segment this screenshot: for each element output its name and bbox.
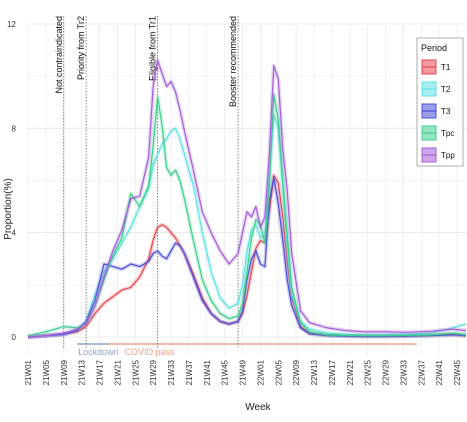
event-lines: Not contraindicated Priority from Tr2 Elig… <box>54 16 239 349</box>
x-tick-label: 22W45 <box>453 359 462 385</box>
event-line-label: Eligible from Tr1 <box>148 16 158 81</box>
x-tick-label: 22W17 <box>328 359 337 385</box>
series-line <box>27 59 467 338</box>
y-axis-label: Proportion(%) <box>3 178 14 240</box>
series-line <box>27 93 467 337</box>
period-bars: Lockdown COVID pass <box>77 343 417 357</box>
series-line <box>27 177 467 338</box>
x-tick-label: 21W41 <box>203 359 212 385</box>
event-line-label: Booster recommended <box>228 16 238 107</box>
period-label: COVID pass <box>124 347 175 357</box>
legend-label: T1 <box>441 63 451 72</box>
y-tick-label: 0 <box>12 333 17 342</box>
legend-label: Tpp <box>441 151 455 160</box>
x-tick-label: 22W33 <box>399 359 408 385</box>
x-tick-label: 21W05 <box>42 359 51 385</box>
x-tick-label: 21W45 <box>221 359 230 385</box>
x-tick-label: 21W37 <box>185 359 194 385</box>
y-tick-label: 4 <box>12 229 17 238</box>
event-line-label: Priority from Tr2 <box>76 16 86 80</box>
y-tick-label: 12 <box>7 20 16 29</box>
x-tick-label: 21W09 <box>60 359 69 385</box>
legend-label: T2 <box>441 85 451 94</box>
x-tick-label: 21W33 <box>167 359 176 385</box>
x-tick-label: 22W13 <box>310 359 319 385</box>
x-tick-label: 22W21 <box>346 359 355 385</box>
legend-label: T3 <box>441 107 451 116</box>
legend: Period T1 T2 T3 Tpc Tpp <box>416 37 464 167</box>
series-line <box>27 114 467 338</box>
y-tick-label: 8 <box>12 124 17 133</box>
x-tick-label: 21W01 <box>24 359 33 385</box>
x-tick-label: 21W49 <box>239 359 248 385</box>
x-tick-label: 22W41 <box>435 359 444 385</box>
x-tick-label: 21W29 <box>149 359 158 385</box>
x-tick-label: 22W37 <box>417 359 426 385</box>
x-tick-label: 22W05 <box>274 359 283 385</box>
legend-label: Tpc <box>441 129 454 138</box>
x-tick-label: 21W21 <box>113 359 122 385</box>
x-tick-label: 22W25 <box>364 359 373 385</box>
x-tick-label: 22W01 <box>256 359 265 385</box>
x-tick-label: 22W09 <box>292 359 301 385</box>
event-line-label: Not contraindicated <box>54 16 64 94</box>
x-tick-label: 21W25 <box>131 359 140 385</box>
series-lines <box>27 58 467 339</box>
legend-box <box>416 37 464 167</box>
x-tick-label: 21W13 <box>78 359 87 385</box>
period-label: Lockdown <box>78 347 119 357</box>
x-tick-label: 21W17 <box>96 359 105 385</box>
legend-title: Period <box>421 43 447 53</box>
x-axis-label: Week <box>245 402 271 413</box>
x-tick-label: 22W29 <box>382 359 391 385</box>
axes: 0 4 8 12 21W01 21W05 21W09 21W13 21W17 21W21 21W25… <box>7 20 462 385</box>
